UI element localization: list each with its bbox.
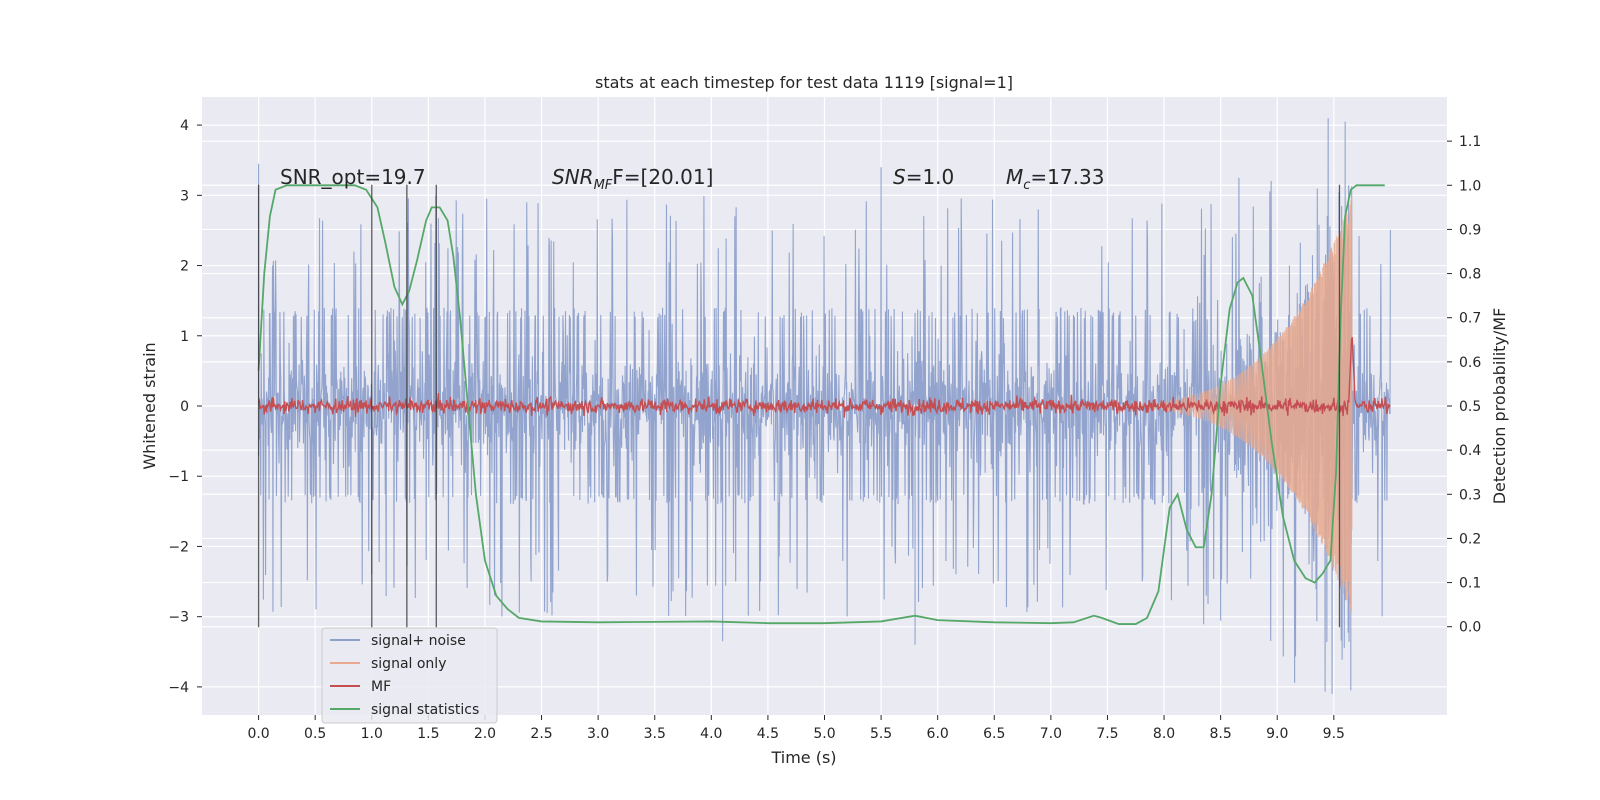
x-tick-label-19: 9.5 bbox=[1323, 726, 1345, 742]
y2-tick-label-10: 1.0 bbox=[1459, 178, 1481, 194]
x-tick-label-3: 1.5 bbox=[417, 726, 439, 742]
y2-tick-label-4: 0.4 bbox=[1459, 443, 1481, 459]
annotation-snr-mf-sub: MF bbox=[594, 178, 613, 193]
annotation-snr-opt: SNR_opt=19.7 bbox=[280, 165, 426, 189]
x-tick-label-14: 7.0 bbox=[1040, 726, 1062, 742]
x-tick-label-13: 6.5 bbox=[983, 726, 1005, 742]
annotation-mc-tail: =17.33 bbox=[1030, 165, 1104, 189]
x-tick-label-6: 3.0 bbox=[587, 726, 609, 742]
x-tick-label-17: 8.5 bbox=[1210, 726, 1232, 742]
x-tick-label-1: 0.5 bbox=[304, 726, 326, 742]
chart-title: stats at each timestep for test data 111… bbox=[595, 73, 1013, 92]
legend-label-signal-statistics: signal statistics bbox=[371, 702, 479, 718]
x-tick-label-16: 8.0 bbox=[1153, 726, 1175, 742]
x-axis-label: Time (s) bbox=[770, 748, 836, 767]
x-tick-label-18: 9.0 bbox=[1266, 726, 1288, 742]
annotation-snr-mf-tail: F=[20.01] bbox=[612, 165, 713, 189]
x-tick-label-9: 4.5 bbox=[757, 726, 779, 742]
y2-tick-label-5: 0.5 bbox=[1459, 399, 1481, 415]
x-tick-label-5: 2.5 bbox=[530, 726, 552, 742]
x-tick-label-11: 5.5 bbox=[870, 726, 892, 742]
annotation-s-main: S bbox=[893, 165, 906, 189]
y-tick-label-8: 4 bbox=[180, 118, 189, 134]
x-tick-label-2: 1.0 bbox=[361, 726, 383, 742]
legend-label-signal-only: signal only bbox=[371, 656, 446, 672]
annotation-mc-main: M bbox=[1006, 165, 1023, 189]
x-tick-label-4: 2.0 bbox=[474, 726, 496, 742]
annotation-mc: Mc=17.33 bbox=[1006, 165, 1104, 193]
y-tick-label-2: −2 bbox=[168, 539, 189, 555]
y2-tick-label-3: 0.3 bbox=[1459, 487, 1481, 503]
y-tick-label-3: −1 bbox=[168, 469, 189, 485]
x-tick-label-0: 0.0 bbox=[247, 726, 269, 742]
y2-tick-label-6: 0.6 bbox=[1459, 355, 1481, 371]
legend-label-mf: MF bbox=[371, 679, 391, 695]
annotations: SNR_opt=19.7 SNRMFF=[20.01] S=1.0 Mc=17.… bbox=[280, 165, 1104, 193]
y2-tick-label-8: 0.8 bbox=[1459, 267, 1481, 283]
y-tick-label-7: 3 bbox=[180, 188, 189, 204]
y2-tick-label-7: 0.7 bbox=[1459, 311, 1481, 327]
y-axis-ticks: −4 −3 −2 −1 0 1 2 3 4 bbox=[168, 118, 202, 696]
x-tick-label-10: 5.0 bbox=[813, 726, 835, 742]
x-tick-label-12: 6.0 bbox=[927, 726, 949, 742]
y-axis-label: Whitened strain bbox=[140, 342, 159, 469]
x-axis-ticks: 0.0 0.5 1.0 1.5 2.0 2.5 3.0 3.5 4.0 4.5 5.0 5.5 6.0 6… bbox=[247, 715, 1345, 742]
annotation-snr-mf-main: SNR bbox=[552, 165, 594, 189]
y-tick-label-0: −4 bbox=[168, 680, 189, 696]
x-tick-label-8: 4.0 bbox=[700, 726, 722, 742]
annotation-s: S=1.0 bbox=[893, 165, 954, 189]
legend-label-signal-noise: signal+ noise bbox=[371, 633, 466, 649]
y2-axis-ticks: 0.0 0.1 0.2 0.3 0.4 0.5 0.6 0.7 0.8 0.9 1.0 1.1 bbox=[1447, 134, 1481, 636]
annotation-snr-mf: SNRMFF=[20.01] bbox=[552, 165, 713, 193]
x-tick-label-15: 7.5 bbox=[1096, 726, 1118, 742]
annotation-mc-sub: c bbox=[1023, 178, 1030, 193]
y2-tick-label-11: 1.1 bbox=[1459, 134, 1481, 150]
y-tick-label-6: 2 bbox=[180, 259, 189, 275]
y-tick-label-5: 1 bbox=[180, 329, 189, 345]
y2-tick-label-0: 0.0 bbox=[1459, 620, 1481, 636]
x-tick-label-7: 3.5 bbox=[644, 726, 666, 742]
legend-box bbox=[321, 627, 498, 724]
y-tick-label-4: 0 bbox=[180, 399, 189, 415]
y2-tick-label-2: 0.2 bbox=[1459, 531, 1481, 547]
legend: signal+ noise signal only MF signal stat… bbox=[321, 627, 498, 724]
vertical-markers bbox=[257, 184, 1341, 628]
y-tick-label-1: −3 bbox=[168, 610, 189, 626]
y2-tick-label-9: 0.9 bbox=[1459, 222, 1481, 238]
y2-tick-label-1: 0.1 bbox=[1459, 576, 1481, 592]
series-signal-statistics bbox=[257, 184, 1385, 625]
y2-axis-label: Detection probability/MF bbox=[1490, 308, 1509, 505]
series-mf bbox=[257, 337, 1391, 418]
annotation-s-tail: =1.0 bbox=[906, 165, 955, 189]
